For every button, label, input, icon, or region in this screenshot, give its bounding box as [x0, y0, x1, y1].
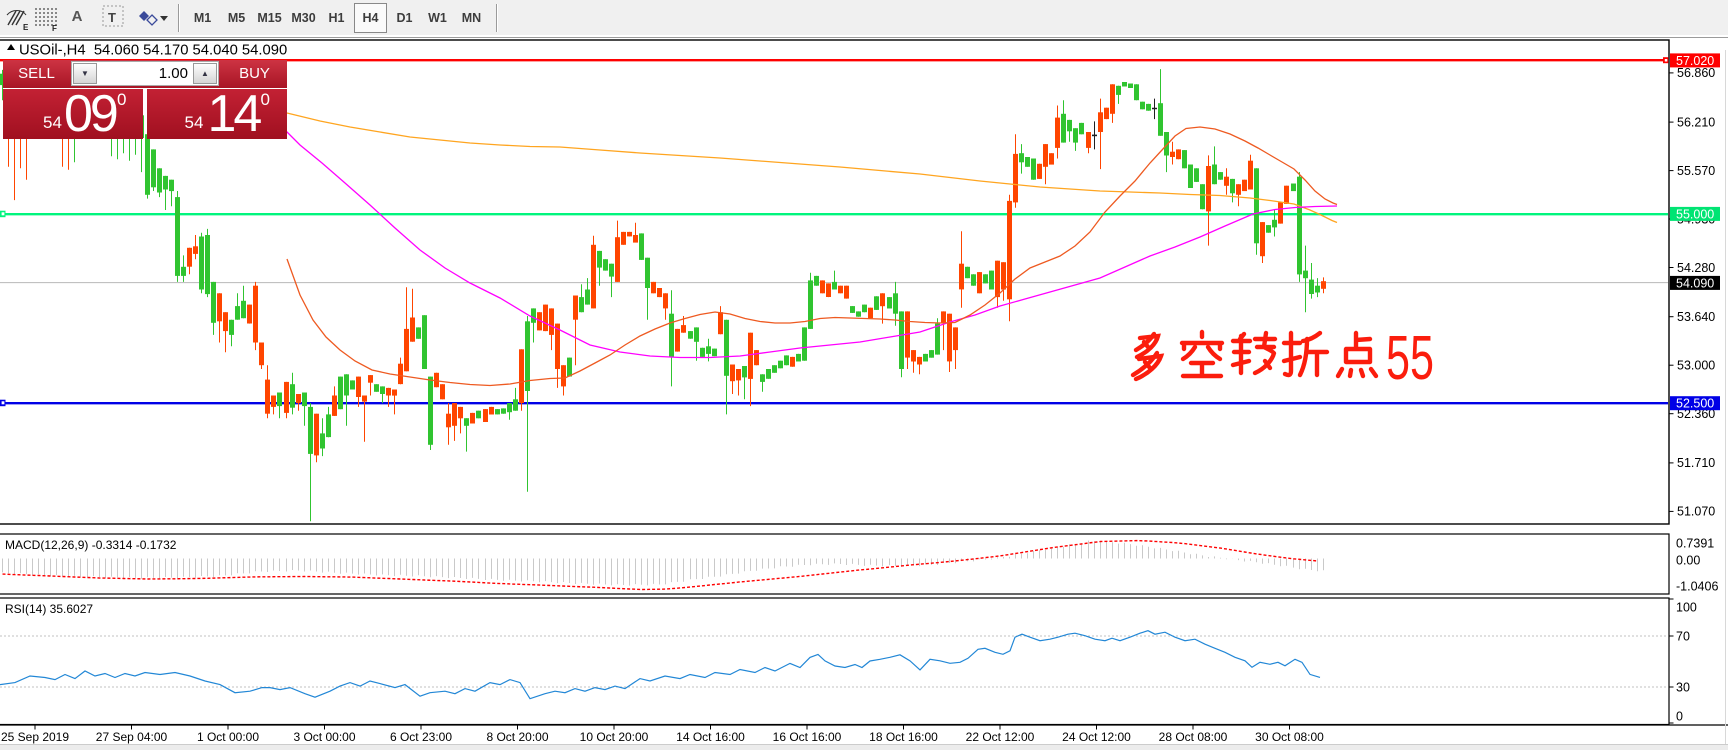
svg-text:0.7391: 0.7391 [1676, 536, 1714, 550]
svg-text:1 Oct 00:00: 1 Oct 00:00 [197, 730, 259, 744]
svg-text:54.280: 54.280 [1677, 261, 1715, 275]
svg-text:51.070: 51.070 [1677, 505, 1715, 519]
svg-text:0.00: 0.00 [1676, 553, 1700, 567]
svg-text:70: 70 [1676, 629, 1690, 643]
svg-text:-1.0406: -1.0406 [1676, 579, 1718, 593]
svg-text:56.860: 56.860 [1677, 66, 1715, 80]
svg-text:14 Oct 16:00: 14 Oct 16:00 [676, 730, 745, 744]
svg-text:57.020: 57.020 [1676, 54, 1714, 68]
svg-text:100: 100 [1676, 600, 1697, 614]
svg-text:6 Oct 23:00: 6 Oct 23:00 [390, 730, 452, 744]
svg-text:53.000: 53.000 [1677, 359, 1715, 373]
svg-text:F: F [52, 24, 57, 33]
svg-text:56.210: 56.210 [1677, 115, 1715, 129]
svg-text:55.000: 55.000 [1676, 207, 1714, 221]
svg-text:RSI(14) 35.6027: RSI(14) 35.6027 [5, 602, 93, 616]
svg-text:0: 0 [1676, 709, 1683, 723]
svg-text:52.500: 52.500 [1676, 397, 1714, 411]
svg-text:25 Sep 2019: 25 Sep 2019 [1, 730, 69, 744]
svg-text:T: T [108, 10, 116, 25]
svg-text:22 Oct 12:00: 22 Oct 12:00 [966, 730, 1035, 744]
svg-text:MACD(12,26,9) -0.3314 -0.1732: MACD(12,26,9) -0.3314 -0.1732 [5, 538, 177, 552]
svg-text:53.640: 53.640 [1677, 310, 1715, 324]
svg-text:8 Oct 20:00: 8 Oct 20:00 [486, 730, 548, 744]
svg-text:18 Oct 16:00: 18 Oct 16:00 [869, 730, 938, 744]
svg-text:30: 30 [1676, 680, 1690, 694]
svg-text:51.710: 51.710 [1677, 456, 1715, 470]
svg-text:55: 55 [1386, 324, 1434, 393]
svg-text:30 Oct 08:00: 30 Oct 08:00 [1255, 730, 1324, 744]
svg-text:10 Oct 20:00: 10 Oct 20:00 [580, 730, 649, 744]
svg-text:27 Sep 04:00: 27 Sep 04:00 [96, 730, 168, 744]
svg-text:55.570: 55.570 [1677, 164, 1715, 178]
svg-text:28 Oct 08:00: 28 Oct 08:00 [1159, 730, 1228, 744]
svg-text:24 Oct 12:00: 24 Oct 12:00 [1062, 730, 1131, 744]
svg-text:E: E [23, 23, 29, 32]
svg-text:54.090: 54.090 [1676, 276, 1714, 290]
svg-text:52.360: 52.360 [1677, 407, 1715, 421]
svg-text:USOil-,H4 54.060 54.170 54.04: USOil-,H4 54.060 54.170 54.040 54.090 [19, 43, 287, 59]
svg-text:16 Oct 16:00: 16 Oct 16:00 [773, 730, 842, 744]
svg-text:3 Oct 00:00: 3 Oct 00:00 [293, 730, 355, 744]
